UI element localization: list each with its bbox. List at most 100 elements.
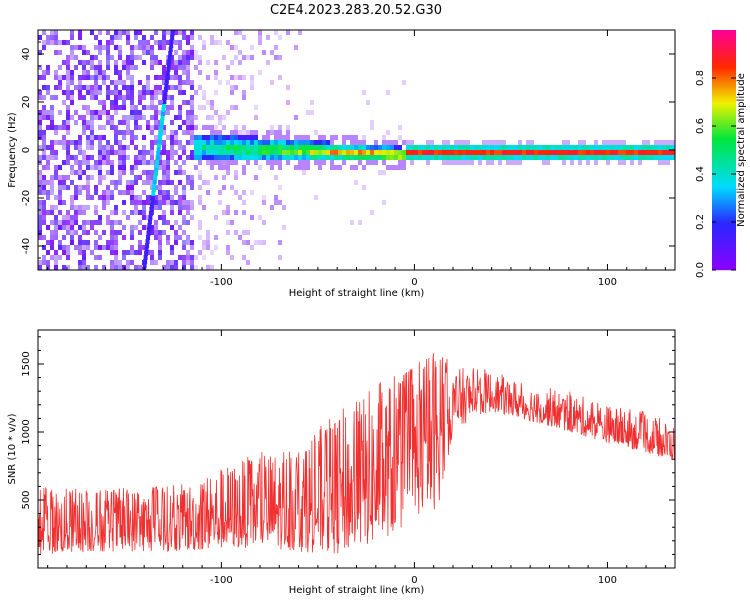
heatmap-cell [126,115,130,120]
heatmap-cell [646,140,650,145]
heatmap-cell [70,140,74,145]
heatmap-cell [206,150,210,155]
heatmap-cell [270,80,274,85]
y-tick-label: 40 [21,48,32,61]
heatmap-cell [214,135,218,140]
heatmap-cell [546,150,550,155]
heatmap-cell [54,165,58,170]
heatmap-cell [494,155,498,160]
heatmap-cell [134,30,138,35]
heatmap-cell [518,145,522,150]
heatmap-cell [110,245,114,250]
heatmap-cell [390,145,394,150]
heatmap-cell [94,45,98,50]
heatmap-cell [50,235,54,240]
heatmap-cell [242,125,246,130]
heatmap-cell [494,145,498,150]
heatmap-cell [134,205,138,210]
heatmap-cell [230,75,234,80]
heatmap-cell [470,150,474,155]
heatmap-cell [66,75,70,80]
heatmap-cell [382,140,386,145]
heatmap-cell [250,80,254,85]
colorbar-segment [712,122,736,125]
heatmap-cell [170,180,174,185]
heatmap-cell [182,255,186,260]
heatmap-cell [54,260,58,265]
heatmap-cell [42,75,46,80]
colorbar-segment [712,114,736,117]
colorbar-tick-label: 0.6 [695,118,706,134]
heatmap-cell [478,145,482,150]
heatmap-cell [190,175,194,180]
heatmap-cell [242,255,246,260]
heatmap-cell [634,155,638,160]
heatmap-cell [558,155,562,160]
heatmap-cell [174,240,178,245]
heatmap-cell [150,180,154,185]
heatmap-cell [646,150,650,155]
heatmap-cell [154,225,158,230]
heatmap-cell [190,140,194,145]
heatmap-cell [154,75,158,80]
heatmap-cell [190,130,194,135]
heatmap-cell [242,150,246,155]
heatmap-cell [642,140,646,145]
heatmap-cell [210,35,214,40]
heatmap-cell [134,105,138,110]
heatmap-cell [562,150,566,155]
heatmap-cell [50,105,54,110]
heatmap-cell [70,165,74,170]
heatmap-cell [210,40,214,45]
heatmap-cell [234,170,238,175]
heatmap-cell [222,135,226,140]
heatmap-cell [198,160,202,165]
heatmap-cell [438,150,442,155]
heatmap-cell [110,90,114,95]
heatmap-cell [262,195,266,200]
heatmap-cell [138,95,142,100]
heatmap-cell [154,220,158,225]
heatmap-cell [306,165,310,170]
heatmap-cell [226,145,230,150]
heatmap-cell [270,205,274,210]
heatmap-cell [166,180,170,185]
heatmap-cell [258,30,262,35]
heatmap-cell [174,220,178,225]
heatmap-cell [650,155,654,160]
heatmap-cell [290,145,294,150]
heatmap-cell [322,155,326,160]
heatmap-cell [138,125,142,130]
heatmap-cell [386,145,390,150]
colorbar-segment [712,92,736,95]
streak-cell [161,103,166,108]
heatmap-cell [114,125,118,130]
heatmap-cell [78,80,82,85]
heatmap-cell [242,155,246,160]
heatmap-cell [270,140,274,145]
streak-cell [167,59,172,64]
heatmap-cell [98,150,102,155]
heatmap-cell [94,55,98,60]
heatmap-cell [410,150,414,155]
chart-title: C2E4.2023.283.20.52.G30 [270,3,442,18]
heatmap-cell [218,200,222,205]
heatmap-cell [218,165,222,170]
heatmap-cell [278,75,282,80]
heatmap-cell [154,95,158,100]
heatmap-cell [114,130,118,135]
heatmap-cell [50,155,54,160]
heatmap-cell [610,140,614,145]
heatmap-cell [174,170,178,175]
colorbar-segment [712,46,736,49]
heatmap-cell [78,115,82,120]
heatmap-cell [114,95,118,100]
heatmap-cell [222,165,226,170]
heatmap-cell [122,145,126,150]
colorbar-segment [712,252,736,255]
heatmap-cell [178,225,182,230]
heatmap-cell [234,55,238,60]
heatmap-cell [494,150,498,155]
heatmap-cell [126,55,130,60]
heatmap-cell [90,140,94,145]
